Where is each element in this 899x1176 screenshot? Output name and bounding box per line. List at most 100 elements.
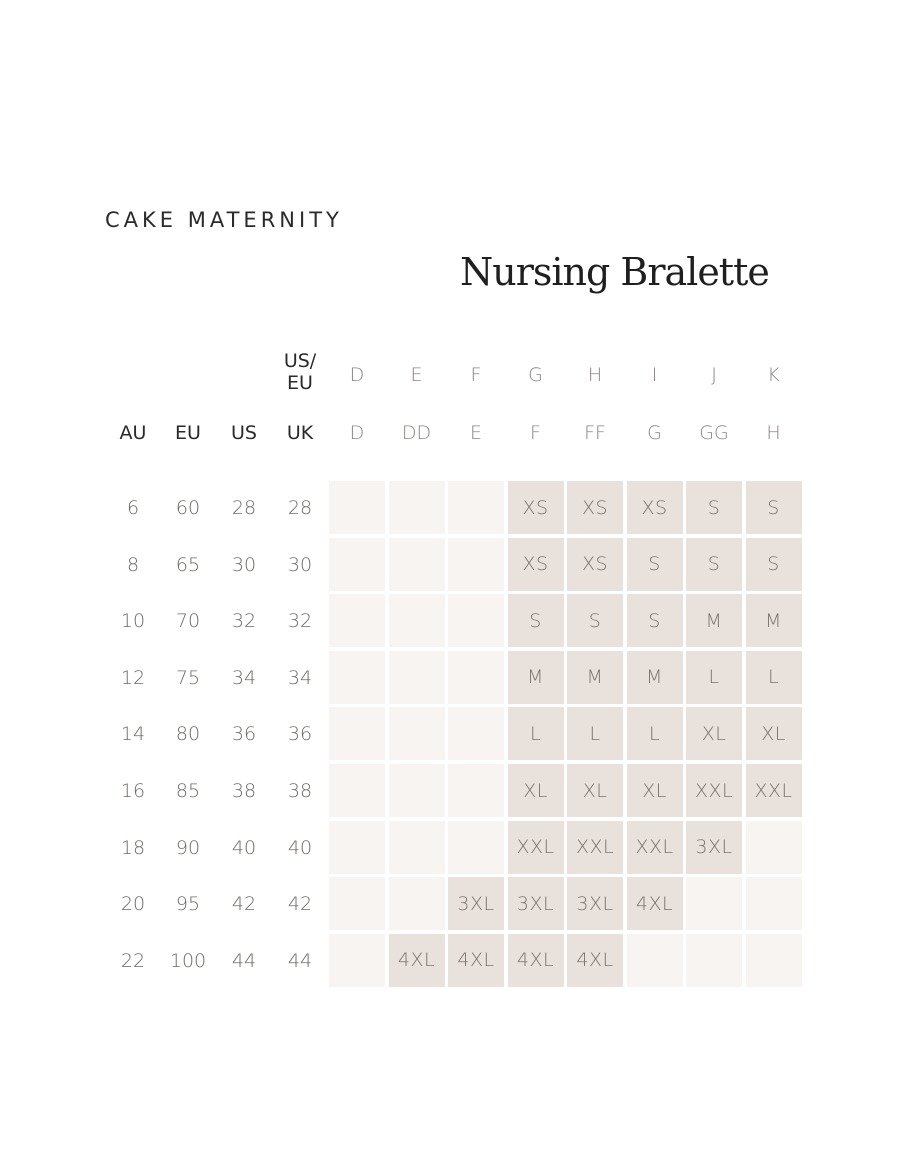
size-cell: XL (507, 764, 564, 817)
empty-size-cell (448, 650, 504, 704)
size-cell: 4XL (626, 877, 683, 931)
empty-size-cell (388, 877, 445, 931)
size-cell: 4XL (448, 933, 504, 987)
size-cell: XS (567, 537, 623, 591)
band-size-us: 34 (231, 666, 257, 689)
empty-size-cell (448, 594, 504, 648)
band-size-uk: 38 (287, 780, 313, 802)
empty-size-cell (686, 877, 742, 931)
size-cell: XXL (686, 764, 742, 817)
empty-size-cell (329, 764, 385, 817)
size-cell: 3XL (567, 877, 623, 931)
band-size-uk: 42 (287, 893, 313, 916)
empty-size-cell (388, 764, 445, 817)
empty-size-cell (329, 650, 385, 704)
column-header-uk: UK (286, 422, 314, 444)
band-size-eu: 75 (175, 666, 201, 689)
band-size-uk: 32 (287, 610, 313, 633)
band-size-eu: 85 (175, 780, 201, 802)
size-cell: S (626, 537, 683, 591)
size-cell: L (745, 650, 802, 704)
band-size-au: 20 (120, 893, 146, 916)
us-eu-cup-header: H (587, 364, 603, 386)
size-cell: L (686, 650, 742, 704)
empty-size-cell (388, 650, 445, 704)
band-size-us: 38 (231, 780, 257, 802)
empty-size-cell (329, 481, 385, 534)
size-cell: XL (626, 764, 683, 817)
band-size-eu: 95 (175, 893, 201, 916)
band-size-us: 30 (231, 553, 257, 576)
size-cell: S (745, 481, 802, 534)
band-size-us: 42 (231, 893, 257, 916)
band-size-au: 12 (120, 666, 146, 689)
us-eu-label-line2: EU (287, 372, 313, 394)
size-cell: S (567, 594, 623, 648)
empty-size-cell (626, 933, 683, 987)
us-eu-cup-header: D (349, 364, 365, 386)
size-cell: L (567, 707, 623, 761)
size-cell: XS (507, 481, 564, 534)
us-eu-cup-header: F (470, 364, 482, 386)
au-uk-cup-header: GG (699, 422, 729, 444)
size-cell: 4XL (388, 933, 445, 987)
band-size-us: 44 (231, 949, 257, 972)
band-size-au: 10 (120, 610, 146, 633)
band-size-eu: 80 (175, 723, 201, 746)
size-cell: M (567, 650, 623, 704)
empty-size-cell (388, 820, 445, 874)
au-uk-cup-header: D (349, 422, 365, 444)
empty-size-cell (686, 933, 742, 987)
empty-size-cell (448, 707, 504, 761)
size-cell: XL (745, 707, 802, 761)
band-size-eu: 90 (175, 836, 201, 859)
us-eu-cup-header: E (410, 364, 423, 386)
empty-size-cell (329, 820, 385, 874)
au-uk-cup-header: FF (584, 422, 606, 444)
au-uk-cup-header: DD (401, 422, 432, 444)
empty-size-cell (388, 707, 445, 761)
us-eu-cup-header: G (528, 364, 543, 386)
size-cell: M (626, 650, 683, 704)
size-cell: XL (567, 764, 623, 817)
size-cell: M (686, 594, 742, 648)
band-size-uk: 36 (287, 723, 313, 746)
empty-size-cell (388, 537, 445, 591)
page-title: Nursing Bralette (460, 250, 770, 294)
band-size-eu: 100 (169, 949, 207, 972)
empty-size-cell (448, 481, 504, 534)
size-cell: L (507, 707, 564, 761)
band-size-eu: 60 (175, 497, 201, 519)
size-cell: S (507, 594, 564, 648)
size-cell: 3XL (686, 820, 742, 874)
us-eu-cup-header: K (767, 364, 780, 386)
band-size-au: 8 (126, 553, 140, 576)
empty-size-cell (745, 820, 802, 874)
size-cell: M (507, 650, 564, 704)
band-size-us: 28 (231, 497, 257, 519)
size-cell: S (626, 594, 683, 648)
empty-size-cell (329, 594, 385, 648)
size-cell: XXL (507, 820, 564, 874)
empty-size-cell (329, 537, 385, 591)
column-header-eu: EU (175, 422, 201, 444)
column-header-us: US (231, 422, 257, 444)
au-uk-cup-header: H (766, 422, 781, 444)
us-eu-label-line1: US/ (283, 350, 317, 372)
size-cell: S (686, 537, 742, 591)
empty-size-cell (745, 877, 802, 931)
brand-name: CAKE MATERNITY (105, 208, 343, 232)
size-cell: 4XL (507, 933, 564, 987)
size-cell: XS (567, 481, 623, 534)
size-cell: XXL (567, 820, 623, 874)
empty-size-cell (388, 594, 445, 648)
size-cell: XS (626, 481, 683, 534)
size-cell: S (745, 537, 802, 591)
band-size-us: 36 (231, 723, 257, 746)
band-size-eu: 70 (175, 610, 201, 633)
band-size-uk: 28 (287, 497, 313, 519)
empty-size-cell (448, 537, 504, 591)
band-size-au: 18 (120, 836, 146, 859)
empty-size-cell (329, 933, 385, 987)
size-cell: L (626, 707, 683, 761)
